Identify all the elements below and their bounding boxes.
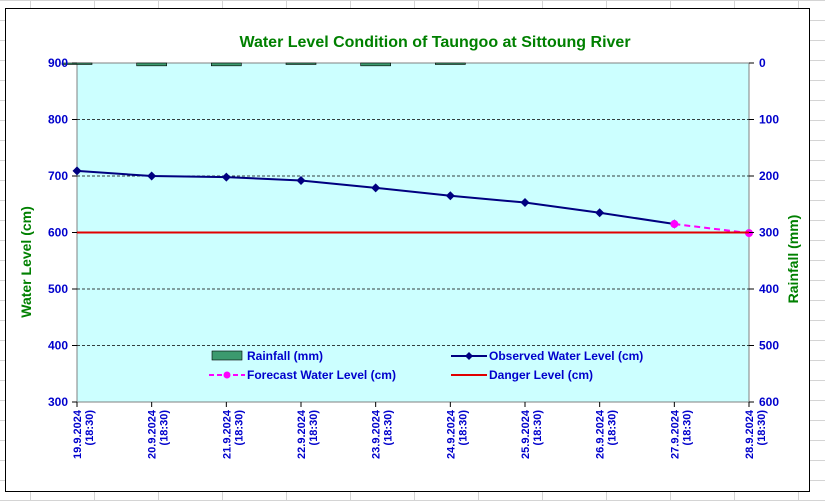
y2-tick-label: 300 — [759, 226, 779, 240]
x-tick-label-line: 26.9.2024 — [595, 409, 607, 459]
y-tick-label: 800 — [48, 113, 68, 127]
x-tick-label-line: (18:30) — [383, 410, 395, 446]
rainfall-bar — [136, 62, 167, 67]
x-tick-label: 28.9.2024(18:30) — [744, 409, 768, 459]
rainfall-bar — [360, 62, 391, 67]
legend-swatch-rainfall — [211, 350, 243, 361]
x-tick-label-line: (18:30) — [756, 410, 768, 446]
observed-point — [595, 208, 605, 218]
y-tick-label: 300 — [48, 395, 68, 409]
x-tick-label: 21.9.2024(18:30) — [221, 409, 245, 459]
y2-axis-label: Rainfall (mm) — [785, 215, 801, 304]
observed-point — [72, 166, 82, 176]
legend-entry: Danger Level (cm) — [489, 368, 593, 382]
chart-frame[interactable]: Water Level Condition of Taungoo at Sitt… — [5, 8, 810, 492]
legend-entry: Observed Water Level (cm) — [489, 349, 643, 363]
chart-title: Water Level Condition of Taungoo at Sitt… — [239, 34, 630, 51]
legend: Rainfall (mm) Observed Water Level (cm) Fo… — [209, 349, 643, 382]
x-tick-label-line: 24.9.2024 — [445, 409, 457, 459]
y-tick-label: 400 — [48, 339, 68, 353]
x-tick-label: 27.9.2024(18:30) — [669, 409, 693, 459]
x-tick-label-line: 28.9.2024 — [744, 409, 756, 459]
y-tick-label: 700 — [48, 169, 68, 183]
x-tick-label: 20.9.2024(18:30) — [147, 409, 171, 459]
series-lines — [72, 166, 753, 238]
y2-tick-label: 100 — [759, 113, 779, 127]
x-tick-label-line: 25.9.2024 — [520, 409, 532, 459]
x-tick-label-line: 22.9.2024 — [296, 409, 308, 459]
x-tick-label-line: 21.9.2024 — [221, 409, 233, 459]
x-tick-label: 25.9.2024(18:30) — [520, 409, 544, 459]
x-tick-label-line: (18:30) — [233, 410, 245, 446]
x-tick-label-line: (18:30) — [532, 410, 544, 446]
y-axis-label: Water Level (cm) — [18, 206, 34, 318]
y-tick-label: 900 — [48, 56, 68, 70]
x-tick-label-line: 23.9.2024 — [371, 409, 383, 459]
observed-point — [371, 183, 381, 193]
x-tick-label-line: (18:30) — [159, 410, 171, 446]
rainfall-bar — [435, 62, 466, 65]
x-tick-label: 23.9.2024(18:30) — [371, 409, 395, 459]
x-tick-label-line: (18:30) — [457, 410, 469, 446]
y2-tick-label: 600 — [759, 395, 779, 409]
y2-tick-label: 500 — [759, 339, 779, 353]
x-tick-label: 19.9.2024(18:30) — [72, 409, 96, 459]
x-tick-label-line: 20.9.2024 — [147, 409, 159, 459]
legend-entry: Forecast Water Level (cm) — [247, 368, 396, 382]
water-level-chart: Water Level Condition of Taungoo at Sitt… — [18, 34, 801, 459]
observed-point — [147, 171, 157, 181]
legend-marker — [223, 371, 231, 379]
observed-point — [221, 172, 231, 182]
y-tick-label: 600 — [48, 226, 68, 240]
x-tick-label-line: (18:30) — [607, 410, 619, 446]
forecast-point — [670, 220, 679, 229]
x-tick-label-line: 19.9.2024 — [72, 409, 84, 459]
y2-tick-label: 0 — [759, 56, 766, 70]
y2-tick-label: 400 — [759, 282, 779, 296]
observed-point — [445, 191, 455, 201]
y2-tick-label: 200 — [759, 169, 779, 183]
rainfall-bar — [285, 62, 317, 65]
x-tick-label-line: (18:30) — [681, 410, 693, 446]
x-tick-label: 24.9.2024(18:30) — [445, 409, 469, 459]
x-tick-label: 22.9.2024(18:30) — [296, 409, 320, 459]
observed-point — [296, 176, 306, 186]
y-tick-label: 500 — [48, 282, 68, 296]
x-tick-label-line: 27.9.2024 — [669, 409, 681, 459]
x-tick-label-line: (18:30) — [308, 410, 320, 446]
legend-marker — [465, 352, 473, 360]
x-tick-label-line: (18:30) — [84, 410, 96, 446]
legend-entry: Rainfall (mm) — [247, 349, 323, 363]
observed-point — [520, 198, 530, 208]
x-tick-label: 26.9.2024(18:30) — [595, 409, 619, 459]
axes: 300 400 500 600 700 800 900 0 100 200 300 400 500 600… — [48, 56, 779, 459]
rainfall-bar — [211, 62, 242, 67]
